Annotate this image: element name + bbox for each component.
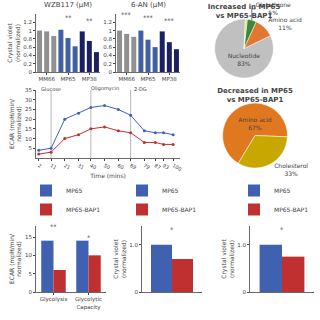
svg-text:*: * xyxy=(280,226,284,234)
svg-text:ECAR (mpH/min/normalized): ECAR (mpH/min/normalized) xyxy=(8,98,23,149)
svg-text:*: * xyxy=(170,226,174,234)
svg-text:Cholesterol33%: Cholesterol33% xyxy=(274,162,308,177)
svg-text:1.0: 1.0 xyxy=(129,242,138,248)
svg-text:69: 69 xyxy=(129,162,138,170)
svg-text:40: 40 xyxy=(89,162,98,170)
svg-text:MP65: MP65 xyxy=(140,76,156,82)
svg-text:GlycolyticCapacity: GlycolyticCapacity xyxy=(75,296,102,310)
svg-text:0: 0 xyxy=(29,289,33,295)
svg-text:Amino acid11%: Amino acid11% xyxy=(268,16,302,31)
svg-text:11: 11 xyxy=(49,162,58,170)
svg-text:0: 0 xyxy=(109,69,113,75)
svg-text:10: 10 xyxy=(25,135,32,141)
svg-text:MP38: MP38 xyxy=(82,76,98,82)
svg-text:0: 0 xyxy=(243,289,247,295)
svg-text:Time (mins): Time (mins) xyxy=(89,172,126,179)
svg-text:0.2: 0.2 xyxy=(103,61,112,67)
svg-text:Decreased in MP65vs MP65-BAP1: Decreased in MP65vs MP65-BAP1 xyxy=(217,87,293,104)
svg-text:Crystal violet(normalized): Crystal violet(normalized) xyxy=(6,23,21,63)
svg-text:Oligomycin: Oligomycin xyxy=(91,85,119,92)
svg-text:0.4: 0.4 xyxy=(23,52,32,58)
svg-text:0.6: 0.6 xyxy=(103,44,112,50)
svg-text:Crystal violet(normalized): Crystal violet(normalized) xyxy=(112,239,127,279)
svg-text:1.2: 1.2 xyxy=(23,19,32,25)
svg-text:Amino acid67%: Amino acid67% xyxy=(238,116,272,131)
svg-text:Crystal violet(normalized): Crystal violet(normalized) xyxy=(220,239,235,279)
svg-text:1: 1 xyxy=(29,27,33,33)
svg-text:0.8: 0.8 xyxy=(103,36,112,42)
svg-text:Nucleotide83%: Nucleotide83% xyxy=(228,52,260,67)
svg-text:ECAR (mpH/min/normalized): ECAR (mpH/min/normalized) xyxy=(8,233,23,284)
svg-text:***: *** xyxy=(143,14,154,22)
svg-text:MP38: MP38 xyxy=(162,76,178,82)
svg-text:0.6: 0.6 xyxy=(23,44,32,50)
svg-text:Glutathione5%: Glutathione5% xyxy=(256,1,291,16)
svg-text:100: 100 xyxy=(171,162,182,172)
svg-text:MP65: MP65 xyxy=(66,187,83,194)
svg-text:Increased in MP65vs MP65-BAP1: Increased in MP65vs MP65-BAP1 xyxy=(208,3,281,20)
svg-text:***: *** xyxy=(121,11,132,19)
svg-text:0: 0 xyxy=(29,69,33,75)
svg-text:21: 21 xyxy=(63,162,72,170)
svg-text:**: ** xyxy=(50,223,57,231)
svg-text:93: 93 xyxy=(162,162,171,170)
svg-text:MP65: MP65 xyxy=(274,187,291,194)
svg-text:Glucose: Glucose xyxy=(41,86,61,92)
svg-text:15: 15 xyxy=(25,126,32,132)
svg-text:87: 87 xyxy=(154,162,163,170)
svg-text:10: 10 xyxy=(25,252,32,258)
svg-text:MP65: MP65 xyxy=(60,76,76,82)
svg-text:20: 20 xyxy=(25,116,32,122)
svg-text:0.8: 0.8 xyxy=(23,36,32,42)
svg-text:MP65: MP65 xyxy=(162,187,179,194)
svg-text:60: 60 xyxy=(117,162,126,170)
svg-text:5: 5 xyxy=(29,145,33,151)
svg-text:25: 25 xyxy=(25,106,32,112)
svg-text:0: 0 xyxy=(135,289,139,295)
svg-text:50: 50 xyxy=(103,162,112,170)
svg-text:**: ** xyxy=(86,17,93,25)
svg-text:31: 31 xyxy=(77,162,86,170)
svg-text:1.0: 1.0 xyxy=(237,242,246,248)
svg-text:***: *** xyxy=(164,17,175,25)
svg-text:MP65-BAP1: MP65-BAP1 xyxy=(66,206,100,213)
svg-text:MM66: MM66 xyxy=(118,76,135,82)
svg-text:35: 35 xyxy=(25,87,32,93)
svg-text:1: 1 xyxy=(109,27,113,33)
svg-text:MM66: MM66 xyxy=(38,76,55,82)
svg-text:MP65-BAP1: MP65-BAP1 xyxy=(162,206,196,213)
svg-text:WZB117 (μM): WZB117 (μM) xyxy=(44,1,92,9)
svg-text:MP65-BAP1: MP65-BAP1 xyxy=(274,206,308,213)
svg-text:6-AN (μM): 6-AN (μM) xyxy=(131,1,166,9)
svg-text:1.2: 1.2 xyxy=(103,19,112,25)
svg-text:30: 30 xyxy=(25,97,32,103)
svg-text:Glycolysis: Glycolysis xyxy=(40,296,68,303)
svg-text:15: 15 xyxy=(25,234,32,240)
svg-text:0.4: 0.4 xyxy=(103,52,112,58)
svg-text:0.2: 0.2 xyxy=(23,61,32,67)
svg-text:2: 2 xyxy=(37,162,43,169)
svg-text:*: * xyxy=(87,234,91,242)
svg-text:**: ** xyxy=(65,14,72,22)
svg-text:5: 5 xyxy=(29,271,33,277)
svg-text:2-DG: 2-DG xyxy=(134,86,147,92)
svg-text:79: 79 xyxy=(143,162,152,170)
